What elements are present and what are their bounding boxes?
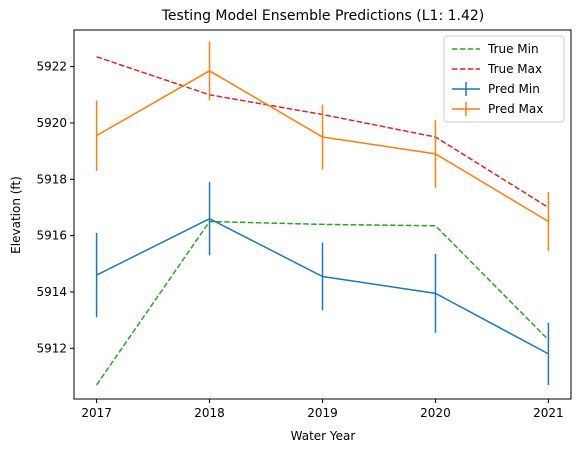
x-axis-label: Water Year: [291, 429, 356, 443]
x-tick-label: 2019: [307, 406, 338, 420]
y-tick-label: 5916: [36, 229, 67, 243]
y-tick-label: 5918: [36, 172, 67, 186]
legend-item: Pred Max: [452, 102, 543, 116]
legend-label: Pred Max: [488, 102, 543, 116]
y-tick-label: 5920: [36, 116, 67, 130]
legend-label: Pred Min: [488, 82, 540, 96]
series-true-min: [95, 220, 549, 386]
legend-label: True Max: [487, 62, 542, 76]
legend: True Min True Max Pred Min Pred Max: [443, 35, 565, 123]
x-tick-label: 2021: [533, 406, 564, 420]
legend-item: True Max: [452, 62, 542, 76]
series-pred-min: [95, 182, 550, 385]
series-true-min-line: [95, 220, 549, 386]
x-tick-label: 2020: [420, 406, 451, 420]
legend-item: Pred Min: [452, 82, 540, 96]
y-axis-label: Elevation (ft): [9, 176, 23, 254]
y-tick-label: 5914: [36, 285, 67, 299]
y-tick-label: 5922: [36, 60, 67, 74]
x-tick-label: 2018: [194, 406, 225, 420]
legend-label: True Min: [487, 42, 539, 56]
x-tick-label: 2017: [81, 406, 112, 420]
x-axis: 2017 2018 2019 2020 2021: [81, 399, 564, 420]
y-axis: 5912 5914 5916 5918 5920 5922: [36, 60, 74, 355]
series-pred-max: [95, 41, 550, 252]
legend-frame: [443, 35, 565, 123]
plot-area: [95, 41, 550, 386]
y-tick-label: 5912: [36, 341, 67, 355]
chart-title: Testing Model Ensemble Predictions (L1: …: [161, 8, 485, 24]
legend-item: True Min: [452, 42, 539, 56]
